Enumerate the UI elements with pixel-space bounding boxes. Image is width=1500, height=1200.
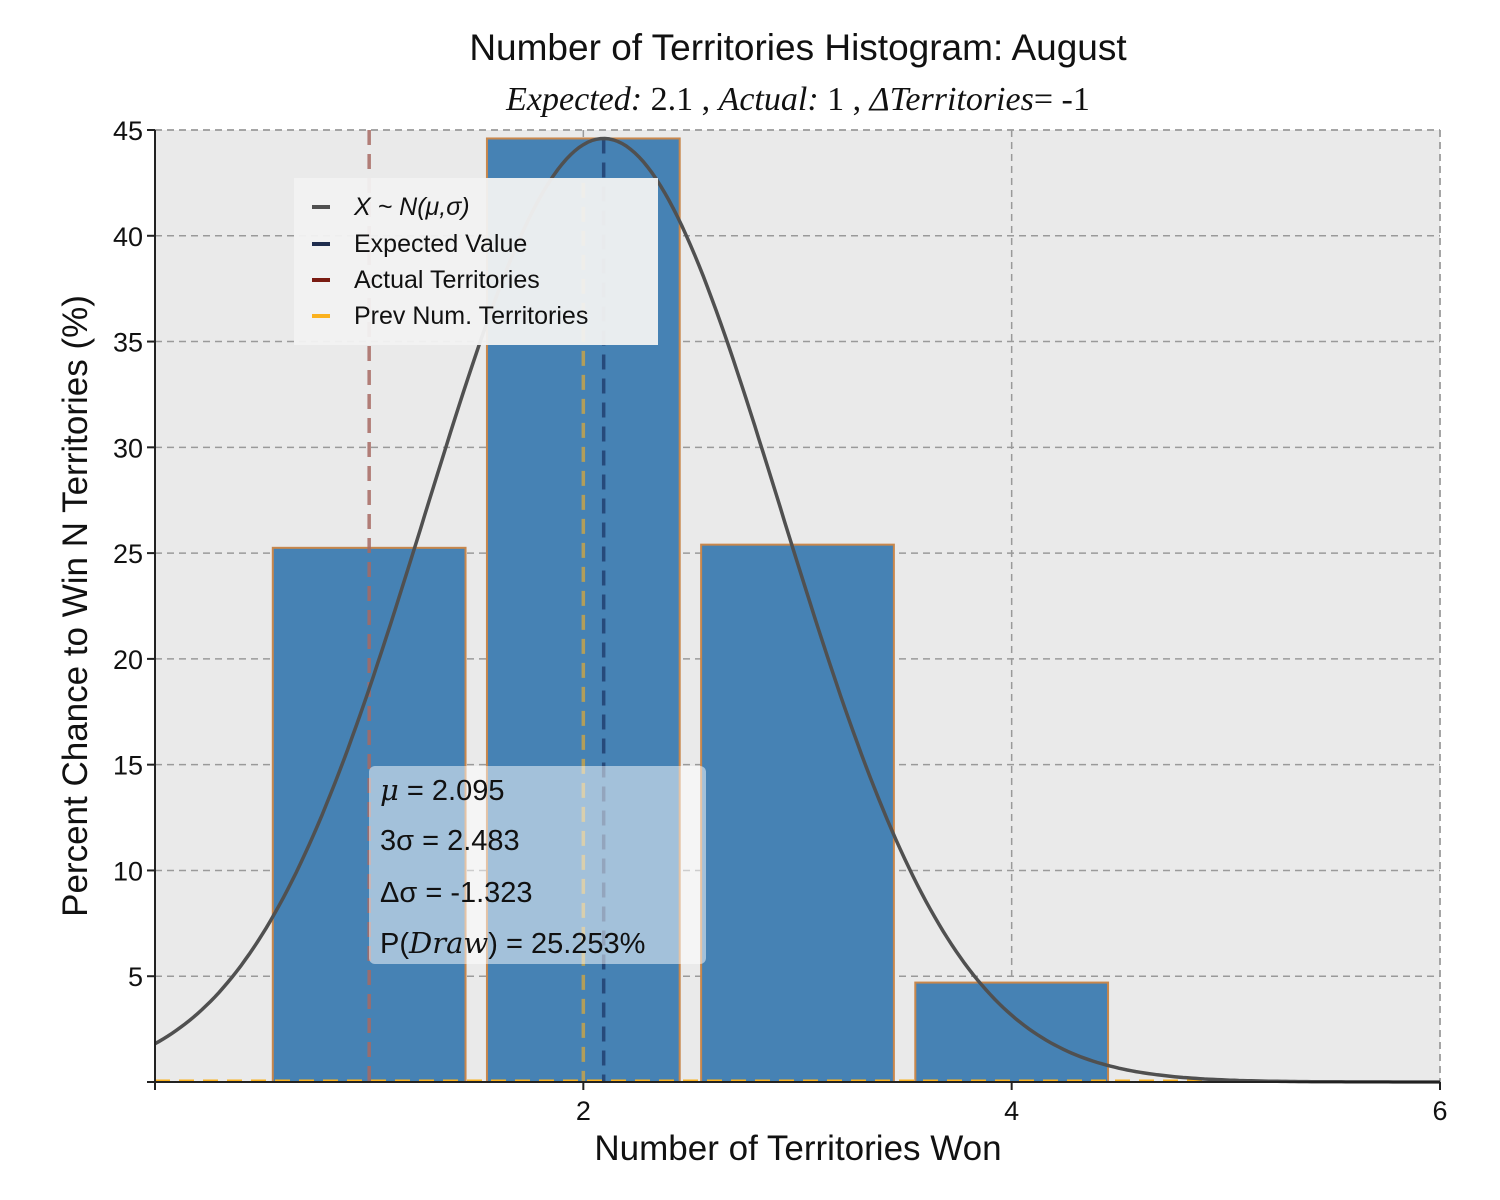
- stats-box: μ = 2.095 3σ = 2.483 Δσ = -1.323 P(Draw)…: [369, 766, 706, 964]
- y-tick-label: 40: [113, 222, 143, 252]
- stat-three-sigma: 3σ = 2.483: [380, 825, 520, 857]
- stats-box-background: [369, 766, 706, 964]
- legend: X ~ N(μ,σ) Expected Value Actual Territo…: [294, 178, 658, 345]
- stat-p-draw: P(Draw) = 25.253%: [380, 926, 645, 960]
- x-tick-label: 4: [1004, 1096, 1019, 1126]
- chart-subtitle: Expected: 2.1 , Actual: 1 , ΔTerritories…: [505, 81, 1090, 118]
- y-axis-label: Percent Chance to Win N Territories (%): [56, 295, 95, 917]
- stat-delta-sigma: Δσ = -1.323: [380, 877, 533, 909]
- y-tick-label: 10: [113, 856, 143, 886]
- legend-box: [294, 178, 658, 345]
- y-tick-label: 30: [113, 433, 143, 463]
- y-tick-label: 5: [128, 962, 143, 992]
- x-axis-label: Number of Territories Won: [594, 1129, 1001, 1168]
- x-tick-label: 6: [1432, 1096, 1447, 1126]
- histogram-bar: [700, 543, 895, 1083]
- legend-label-expected: Expected Value: [354, 230, 527, 258]
- y-tick-label: 20: [113, 645, 143, 675]
- legend-label-actual: Actual Territories: [354, 266, 540, 294]
- chart-title: Number of Territories Histogram: August: [469, 27, 1127, 68]
- normal-curve: [154, 136, 1440, 1084]
- y-tick-label: 45: [113, 116, 143, 146]
- legend-label-normal: X ~ N(μ,σ): [353, 193, 470, 221]
- axes: [154, 130, 1440, 1083]
- x-tick-label: 2: [576, 1096, 591, 1126]
- histogram-bar: [914, 981, 1110, 1084]
- y-tick-label: 35: [113, 328, 143, 358]
- stat-mu: μ = 2.095: [380, 773, 504, 807]
- y-tick-label: 15: [113, 751, 143, 781]
- legend-label-prev: Prev Num. Territories: [354, 302, 588, 330]
- y-tick-label: 25: [113, 539, 143, 569]
- tick-labels: 2 4 6 5 10 15 20 25 30 35 40 45: [113, 116, 1448, 1126]
